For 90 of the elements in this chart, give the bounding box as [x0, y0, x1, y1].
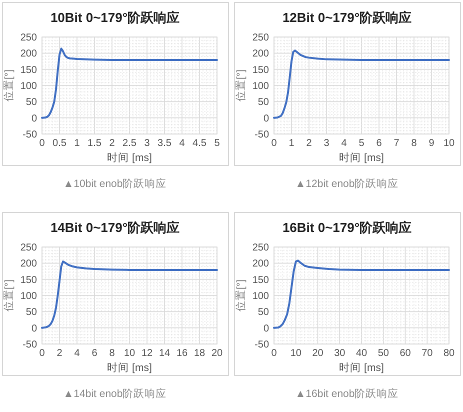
y-tick-label: 250	[20, 32, 38, 44]
y-tick-label: 50	[258, 97, 270, 108]
x-tick-label: 10	[124, 348, 136, 359]
text: ▲10bit enob阶跃响应	[63, 177, 167, 190]
text: ▲12bit enob阶跃响应	[295, 177, 399, 190]
y-tick-label: 50	[258, 307, 270, 318]
x-tick-label: 1	[74, 138, 80, 149]
y-tick-label: 150	[252, 274, 270, 286]
x-tick-label: 50	[378, 348, 390, 359]
y-tick-label: 0	[31, 113, 38, 124]
y-axis-title: 位置[°]	[3, 279, 15, 312]
x-tick-label: 0	[39, 138, 46, 149]
y-axis-title: 位置[°]	[235, 279, 247, 312]
line-series	[41, 48, 218, 119]
x-tick-label: 0.5	[52, 138, 67, 149]
x-tick-label: 5	[214, 138, 220, 149]
y-tick-label: 150	[20, 274, 38, 286]
x-tick-label: 7	[394, 138, 400, 149]
x-tick-label: 4	[74, 348, 80, 359]
y-tick-label: -50	[254, 340, 270, 350]
y-tick-label: 250	[252, 242, 270, 254]
x-tick-label: 10	[290, 348, 302, 359]
y-tick-label: 200	[20, 48, 38, 60]
y-tick-label: 150	[252, 64, 270, 76]
x-tick-label: 2	[306, 138, 312, 149]
y-tick-label: 250	[20, 242, 38, 254]
x-tick-label: 6	[92, 348, 98, 359]
x-tick-label: 40	[356, 348, 368, 359]
x-tick-label: 6	[376, 138, 382, 149]
y-tick-label: -50	[254, 130, 270, 140]
x-tick-label: 2	[109, 138, 116, 149]
x-tick-label: 1	[288, 138, 295, 149]
x-tick-label: 60	[400, 348, 412, 359]
text: ▲14bit enob阶跃响应	[63, 387, 167, 400]
x-tick-label: 2.5	[122, 138, 137, 149]
x-tick-label: 0	[271, 348, 278, 359]
x-tick-label: 10	[443, 138, 455, 149]
x-tick-label: 30	[334, 348, 346, 359]
y-tick-label: 0	[263, 113, 270, 124]
chart-title: 10Bit 0~179°阶跃响应	[50, 10, 180, 25]
x-tick-label: 70	[422, 348, 434, 359]
y-tick-label: -50	[22, 130, 38, 140]
x-tick-label: 4.5	[192, 138, 207, 149]
y-tick-label: 200	[20, 258, 38, 270]
y-tick-label: 50	[26, 97, 38, 108]
x-tick-label: 16	[176, 348, 188, 359]
x-tick-label: 20	[312, 348, 324, 359]
line-series	[273, 50, 450, 119]
y-tick-label: -50	[22, 340, 38, 350]
text: ▲16bit enob阶跃响应	[295, 387, 399, 400]
x-axis-title: 时间 [ms]	[107, 361, 152, 374]
x-axis-title: 时间 [ms]	[107, 151, 152, 164]
x-tick-label: 80	[443, 348, 455, 359]
x-tick-label: 3	[324, 138, 330, 149]
x-tick-label: 5	[358, 138, 365, 149]
line-series	[41, 260, 218, 329]
y-tick-label: 250	[252, 32, 270, 44]
y-tick-label: 200	[252, 48, 270, 60]
y-tick-label: 50	[26, 307, 38, 318]
x-tick-label: 1.5	[88, 138, 102, 149]
y-tick-label: 200	[252, 258, 270, 270]
line-series	[273, 260, 450, 329]
x-axis-title: 时间 [ms]	[339, 151, 384, 164]
y-axis-title: 位置[°]	[3, 69, 15, 102]
y-tick-label: 100	[20, 81, 38, 92]
chart-title: 14Bit 0~179°阶跃响应	[50, 220, 180, 235]
x-axis-title: 时间 [ms]	[339, 361, 384, 374]
x-tick-label: 2	[56, 348, 63, 359]
y-tick-label: 100	[20, 291, 38, 302]
x-tick-label: 3.5	[158, 138, 172, 149]
x-tick-label: 8	[109, 348, 116, 359]
x-tick-label: 12	[141, 348, 153, 359]
x-tick-label: 4	[179, 138, 186, 149]
x-tick-label: 20	[211, 348, 223, 359]
y-axis-title: 位置[°]	[235, 69, 247, 102]
x-tick-label: 3	[144, 138, 150, 149]
x-tick-label: 18	[194, 348, 206, 359]
y-tick-label: 150	[20, 64, 38, 76]
x-tick-label: 9	[428, 138, 435, 149]
x-tick-label: 14	[158, 348, 170, 359]
y-tick-label: 0	[263, 323, 270, 334]
chart-title: 16Bit 0~179°阶跃响应	[282, 220, 412, 235]
y-tick-label: 0	[31, 323, 38, 334]
y-tick-label: 100	[252, 81, 270, 92]
x-tick-label: 8	[411, 138, 418, 149]
x-tick-label: 0	[39, 348, 46, 359]
y-tick-label: 100	[252, 291, 270, 302]
x-tick-label: 0	[271, 138, 278, 149]
chart-title: 12Bit 0~179°阶跃响应	[282, 10, 412, 25]
x-tick-label: 4	[341, 138, 348, 149]
